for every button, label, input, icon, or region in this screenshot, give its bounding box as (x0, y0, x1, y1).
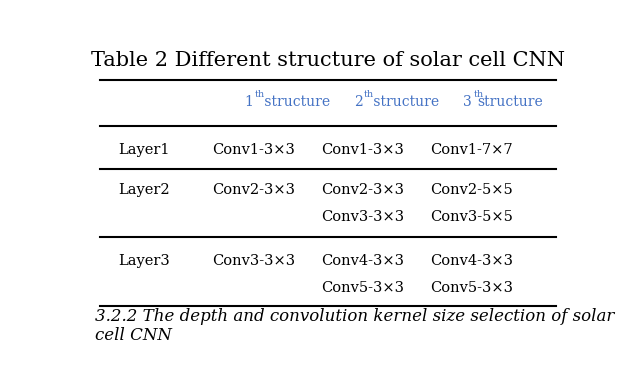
Text: Conv2-3×3: Conv2-3×3 (212, 184, 295, 198)
Text: Conv2-3×3: Conv2-3×3 (321, 184, 404, 198)
Text: Conv1-7×7: Conv1-7×7 (431, 143, 513, 157)
Text: Conv2-5×5: Conv2-5×5 (431, 184, 513, 198)
Text: Layer1: Layer1 (119, 143, 170, 157)
Text: th: th (364, 90, 374, 99)
Text: Conv5-3×3: Conv5-3×3 (430, 281, 513, 295)
Text: Conv3-3×3: Conv3-3×3 (321, 210, 404, 224)
Text: Conv1-3×3: Conv1-3×3 (321, 143, 404, 157)
Text: Conv1-3×3: Conv1-3×3 (212, 143, 295, 157)
Text: Table 2 Different structure of solar cell CNN: Table 2 Different structure of solar cel… (91, 51, 565, 70)
Text: Conv3-5×5: Conv3-5×5 (431, 210, 513, 224)
Text: structure: structure (260, 95, 330, 109)
Text: structure: structure (369, 95, 439, 109)
Text: th: th (474, 90, 483, 99)
Text: Layer2: Layer2 (118, 184, 170, 198)
Text: 3: 3 (463, 95, 472, 109)
Text: 2: 2 (354, 95, 363, 109)
Text: Layer3: Layer3 (118, 254, 170, 268)
Text: Conv4-3×3: Conv4-3×3 (430, 254, 513, 268)
Text: 3.2.2 The depth and convolution kernel size selection of solar
cell CNN: 3.2.2 The depth and convolution kernel s… (95, 308, 614, 344)
Text: structure: structure (477, 95, 543, 109)
Text: Conv3-3×3: Conv3-3×3 (212, 254, 295, 268)
Text: Conv5-3×3: Conv5-3×3 (321, 281, 404, 295)
Text: th: th (255, 90, 265, 99)
Text: 1: 1 (244, 95, 253, 109)
Text: Conv4-3×3: Conv4-3×3 (321, 254, 404, 268)
